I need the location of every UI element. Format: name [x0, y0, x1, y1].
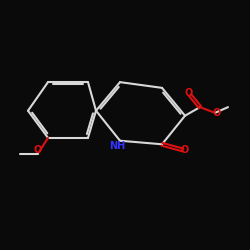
Text: NH: NH	[109, 141, 126, 151]
Text: O: O	[213, 108, 221, 118]
Text: O: O	[184, 88, 192, 98]
Text: O: O	[181, 145, 189, 155]
Text: O: O	[34, 145, 42, 155]
